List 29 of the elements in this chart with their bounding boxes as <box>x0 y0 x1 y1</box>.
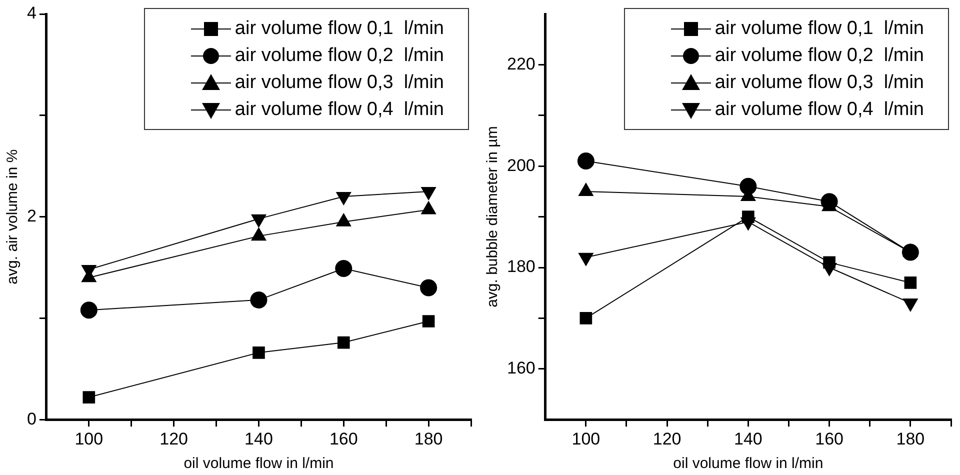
y-tick-label: 180 <box>506 257 536 276</box>
legend-label: air volume flow 0,1 l/min <box>234 17 444 41</box>
y-tick-label: 220 <box>506 54 536 74</box>
y-tick-label: 0 <box>26 409 36 428</box>
x-tick-label: 120 <box>652 429 682 448</box>
legend-label: air volume flow 0,4 l/min <box>234 98 444 122</box>
x-axis-title: oil volume flow in l/min <box>184 455 334 472</box>
y-tick-label: 200 <box>506 156 536 175</box>
x-tick-label: 100 <box>74 429 104 448</box>
x-tick-label: 160 <box>815 429 844 448</box>
legend-label: air volume flow 0,2 l/min <box>234 44 444 68</box>
legend-label: air volume flow 0,2 l/min <box>714 44 924 68</box>
legend-label: air volume flow 0,4 l/min <box>714 98 924 122</box>
x-tick-label: 100 <box>572 429 600 448</box>
legend-label: air volume flow 0,3 l/min <box>234 71 444 95</box>
y-tick-label: 4 <box>26 4 36 23</box>
x-tick-label: 180 <box>896 429 925 448</box>
legend-label: air volume flow 0,1 l/min <box>714 17 924 41</box>
y-tick-label: 160 <box>506 358 536 378</box>
x-tick-label: 180 <box>414 429 443 448</box>
x-tick-label: 140 <box>734 429 762 448</box>
x-tick-label: 140 <box>244 429 273 448</box>
y-axis-title: avg. air volume in % <box>4 149 22 284</box>
x-axis-title: oil volume flow in l/min <box>673 455 824 472</box>
y-tick-label: 2 <box>26 206 36 226</box>
x-tick-label: 120 <box>160 429 188 448</box>
legend-label: air volume flow 0,3 l/min <box>714 71 924 95</box>
x-tick-label: 160 <box>329 429 358 448</box>
y-axis-title: avg. bubble diameter in µm <box>484 126 502 308</box>
